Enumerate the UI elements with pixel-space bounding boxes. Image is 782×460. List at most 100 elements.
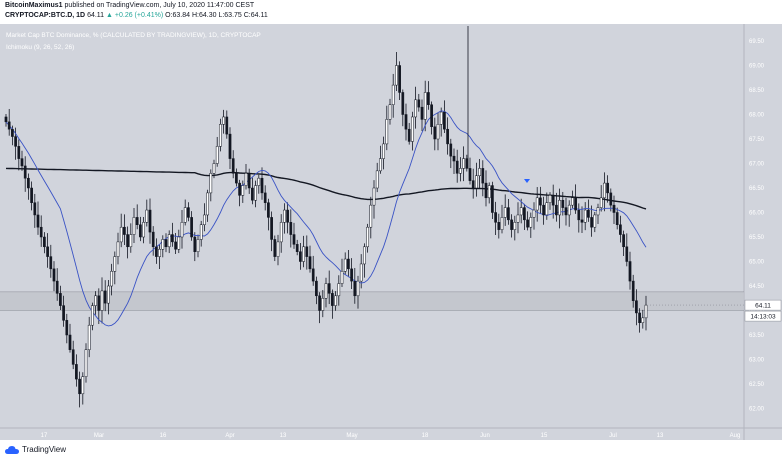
candle-body bbox=[155, 246, 158, 257]
symbol-line: CRYPTOCAP:BTC.D, 1D 64.11 ▲ +0.26 (+0.41… bbox=[5, 12, 268, 19]
candle-body bbox=[103, 290, 107, 304]
candle-body bbox=[20, 158, 24, 167]
y-axis-tick-label: 62.50 bbox=[749, 382, 765, 388]
candle-body bbox=[481, 168, 485, 184]
y-axis-tick-label: 63.50 bbox=[749, 333, 765, 339]
candle-body bbox=[148, 209, 152, 233]
candle-body bbox=[644, 304, 648, 319]
candle-body bbox=[327, 283, 331, 294]
candle-body bbox=[433, 126, 437, 140]
candle-body bbox=[263, 192, 267, 203]
bar-countdown-label: 14:13:03 bbox=[750, 313, 776, 320]
countdown-box bbox=[744, 310, 782, 322]
candle-body bbox=[231, 158, 235, 174]
candle-body bbox=[174, 241, 177, 250]
candle-body bbox=[11, 128, 14, 137]
candle-body bbox=[145, 209, 149, 223]
candle-body bbox=[324, 283, 328, 299]
candle-body bbox=[158, 249, 161, 257]
candle-body bbox=[567, 204, 571, 216]
candle-body bbox=[545, 202, 549, 216]
chart-legend-title: Market Cap BTC Dominance, % (CALCULATED … bbox=[6, 32, 261, 39]
current-price-label: 64.11 bbox=[755, 302, 771, 309]
candle-body bbox=[180, 222, 184, 238]
candle-body bbox=[532, 209, 536, 218]
candle-body bbox=[14, 136, 17, 147]
candle-body bbox=[199, 224, 203, 240]
y-axis-tick-label: 64.50 bbox=[749, 284, 765, 290]
candle-body bbox=[369, 204, 373, 228]
candle-body bbox=[526, 219, 529, 228]
x-axis-tick-label: Jun bbox=[480, 433, 490, 439]
y-axis-tick-label: 67.00 bbox=[749, 162, 765, 168]
candle-body bbox=[212, 163, 216, 174]
y-axis-tick-label: 66.00 bbox=[749, 211, 765, 217]
last-price: 64.11 bbox=[87, 12, 105, 19]
y-axis-tick-label: 62.00 bbox=[749, 407, 765, 413]
price-axis-background bbox=[744, 24, 782, 428]
candle-body bbox=[311, 268, 315, 282]
candle-body bbox=[299, 251, 302, 262]
candle-body bbox=[52, 268, 56, 282]
chart-area[interactable]: 69.50 69.00 68.50 68.00 67.50 67.00 66.50 66.00… bbox=[0, 24, 782, 440]
candle-body bbox=[574, 197, 577, 211]
x-axis-tick-label: 17 bbox=[41, 433, 48, 439]
candle-body bbox=[87, 324, 91, 350]
candle-body bbox=[257, 177, 261, 186]
candle-body bbox=[337, 283, 341, 297]
candle-body bbox=[113, 256, 117, 272]
candle-body bbox=[615, 212, 619, 225]
candle-body bbox=[507, 207, 510, 221]
price-chart[interactable]: 69.50 69.00 68.50 68.00 67.50 67.00 66.50 66.00… bbox=[0, 24, 782, 440]
candle-body bbox=[462, 158, 465, 169]
price-label-box bbox=[744, 299, 782, 311]
candle-body bbox=[177, 236, 181, 250]
published-text: published on TradingView.com, July 10, 2… bbox=[64, 2, 255, 9]
y-axis-tick-label: 63.00 bbox=[749, 358, 765, 364]
candle-body bbox=[500, 217, 504, 230]
candle-body bbox=[119, 226, 123, 243]
candle-body bbox=[4, 116, 8, 123]
candle-body bbox=[193, 236, 197, 252]
x-axis-tick-label: Apr bbox=[225, 433, 234, 439]
candle-body bbox=[385, 119, 389, 145]
time-axis-background bbox=[0, 428, 782, 440]
candle-body bbox=[273, 239, 277, 257]
indicator-legend: Ichimoku (9, 26, 52, 26) bbox=[6, 44, 74, 51]
candle-body bbox=[164, 239, 168, 248]
candle-body bbox=[628, 261, 632, 282]
x-axis-tick-label: 18 bbox=[422, 433, 429, 439]
x-axis-tick-label: 16 bbox=[160, 433, 167, 439]
candle-body bbox=[190, 217, 193, 238]
candle-body bbox=[609, 192, 613, 206]
candle-body bbox=[404, 114, 408, 130]
candle-body bbox=[238, 182, 241, 196]
candle-body bbox=[443, 111, 446, 130]
candle-body bbox=[308, 256, 312, 270]
down-arrow-marker bbox=[524, 179, 530, 183]
candle-body bbox=[91, 305, 94, 326]
candle-body bbox=[414, 99, 417, 118]
symbol-name: CRYPTOCAP:BTC.D, 1D bbox=[5, 12, 86, 19]
candle-body bbox=[78, 378, 81, 395]
x-axis-tick-label: Aug bbox=[730, 433, 741, 439]
candle-body bbox=[523, 207, 526, 221]
candle-body bbox=[590, 217, 593, 228]
publisher-name[interactable]: BitcoinMaximus1 bbox=[5, 2, 63, 9]
candle-body bbox=[622, 234, 625, 248]
candle-body bbox=[81, 376, 85, 395]
candle-body bbox=[465, 158, 469, 169]
publish-header: BitcoinMaximus1 published on TradingView… bbox=[0, 0, 782, 24]
candle-body bbox=[23, 165, 27, 179]
candle-body bbox=[65, 320, 69, 336]
brand-name[interactable]: TradingView bbox=[22, 445, 67, 454]
candle-body bbox=[305, 246, 309, 257]
candle-body bbox=[420, 106, 424, 120]
candle-body bbox=[478, 168, 481, 176]
candle-body bbox=[401, 92, 405, 115]
candle-body bbox=[503, 207, 507, 218]
candle-body bbox=[497, 222, 501, 230]
candle-body bbox=[459, 168, 462, 174]
long-moving-average-line bbox=[5, 167, 647, 210]
candle-body bbox=[491, 185, 494, 213]
